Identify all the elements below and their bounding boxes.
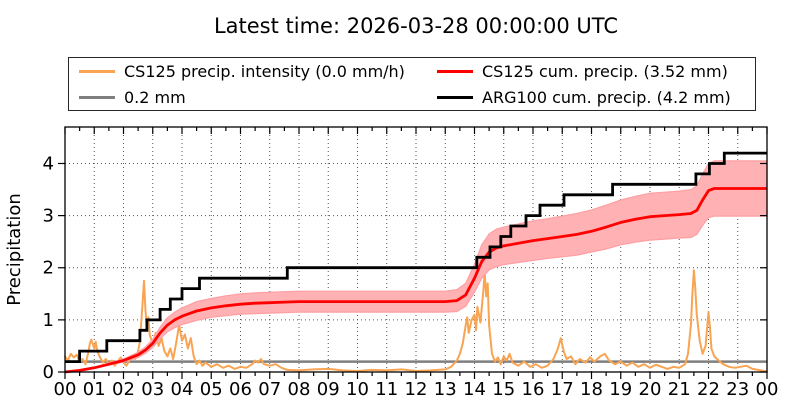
svg-text:12: 12 <box>405 379 428 400</box>
legend-item-cs125-intensity: CS125 precip. intensity (0.0 mm/h) <box>69 58 427 84</box>
svg-text:00: 00 <box>54 379 77 400</box>
svg-text:15: 15 <box>492 379 515 400</box>
svg-text:04: 04 <box>171 379 194 400</box>
grid <box>65 127 767 372</box>
svg-text:2: 2 <box>43 258 54 279</box>
svg-text:20: 20 <box>639 379 662 400</box>
svg-text:0: 0 <box>43 362 54 383</box>
legend-label: CS125 precip. intensity (0.0 mm/h) <box>124 61 405 81</box>
arg100-cumulative-line <box>65 151 767 363</box>
svg-text:19: 19 <box>609 379 632 400</box>
y-axis-label: Precipitation <box>4 193 25 306</box>
legend-label: ARG100 cum. precip. (4.2 mm) <box>482 87 731 107</box>
cs125-cumulative-line <box>64 187 767 374</box>
svg-text:07: 07 <box>258 379 281 400</box>
legend-line-sample-black <box>437 95 473 99</box>
legend-line-sample-orange <box>79 69 115 73</box>
legend-line-sample-gray <box>79 95 115 99</box>
legend-item-arg100-cumulative: ARG100 cum. precip. (4.2 mm) <box>427 84 755 110</box>
legend-label: 0.2 mm <box>124 87 186 107</box>
svg-text:05: 05 <box>200 379 223 400</box>
svg-text:3: 3 <box>43 206 54 227</box>
legend-item-threshold: 0.2 mm <box>69 84 427 110</box>
y-tick-labels: 0 1 2 3 4 <box>43 153 54 383</box>
svg-text:23: 23 <box>726 379 749 400</box>
svg-text:01: 01 <box>83 379 106 400</box>
svg-text:1: 1 <box>43 310 54 331</box>
svg-text:14: 14 <box>463 379 486 400</box>
svg-text:02: 02 <box>112 379 135 400</box>
legend-line-sample-red <box>437 69 473 73</box>
svg-text:13: 13 <box>434 379 457 400</box>
svg-text:17: 17 <box>551 379 574 400</box>
svg-text:4: 4 <box>43 153 54 174</box>
legend-label: CS125 cum. precip. (3.52 mm) <box>482 61 728 81</box>
cs125-intensity-line <box>64 269 768 373</box>
svg-text:03: 03 <box>141 379 164 400</box>
svg-text:11: 11 <box>375 379 398 400</box>
svg-text:08: 08 <box>288 379 311 400</box>
chart-title: Latest time: 2026-03-28 00:00:00 UTC <box>213 14 619 38</box>
x-tick-labels: 00 01 02 03 04 05 06 07 08 09 10 11 12 13 14 15 16 17 18 19… <box>54 379 779 400</box>
svg-text:18: 18 <box>580 379 603 400</box>
svg-text:22: 22 <box>697 379 720 400</box>
svg-text:06: 06 <box>229 379 252 400</box>
axis-ticks <box>58 127 768 379</box>
legend-item-cs125-cumulative: CS125 cum. precip. (3.52 mm) <box>427 58 755 84</box>
svg-text:21: 21 <box>668 379 691 400</box>
svg-text:10: 10 <box>346 379 369 400</box>
svg-text:16: 16 <box>522 379 545 400</box>
svg-text:00: 00 <box>756 379 779 400</box>
svg-text:09: 09 <box>317 379 340 400</box>
legend: CS125 precip. intensity (0.0 mm/h) 0.2 m… <box>68 57 756 111</box>
